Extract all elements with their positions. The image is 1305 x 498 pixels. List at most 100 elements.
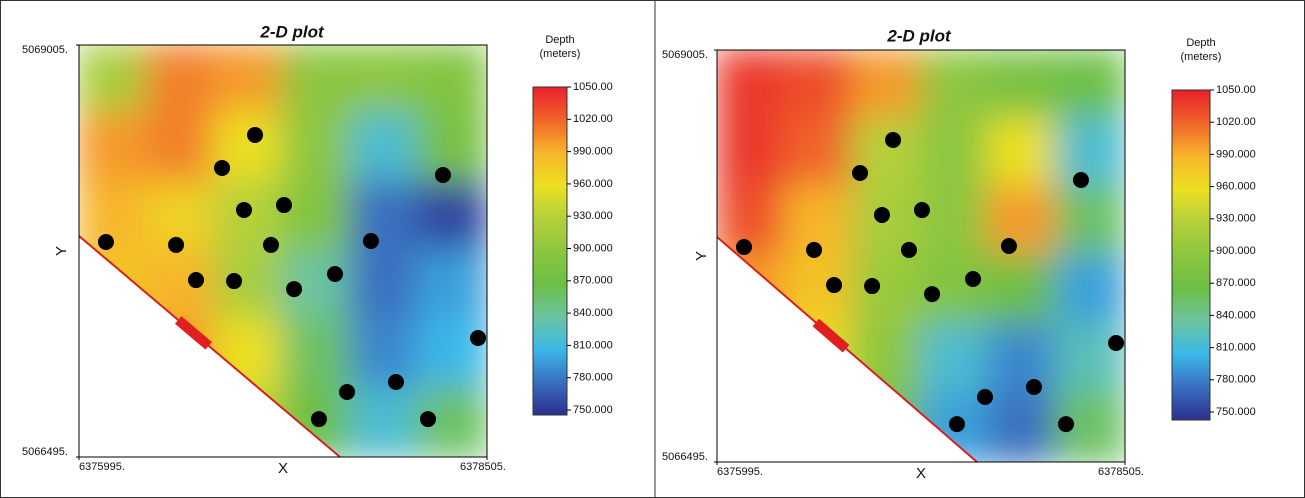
colorbar-tick-label: 1050.00 [1216, 84, 1256, 96]
field-cell [349, 180, 421, 253]
field-cell [79, 45, 149, 116]
well [214, 159, 231, 176]
field-cell [145, 45, 217, 116]
well [247, 126, 264, 143]
colorbar-title: (meters) [540, 48, 581, 60]
well [735, 238, 752, 255]
colorbar-title: Depth [545, 34, 574, 46]
plot-frame [78, 44, 488, 458]
field-cell [79, 180, 149, 253]
field-cell [1055, 322, 1125, 396]
field-cell [987, 254, 1059, 327]
field-cell [1055, 254, 1125, 327]
chart-title: 2-D plot [259, 22, 325, 41]
well [948, 416, 965, 433]
boundary-marker [174, 316, 212, 350]
x-tick-label: 6375995. [717, 466, 763, 478]
y-tick-label: 5069005. [22, 44, 68, 56]
field-cell [281, 111, 353, 185]
well [873, 206, 890, 223]
well [262, 236, 279, 253]
well [188, 272, 205, 289]
colorbar-tick-label: 840.000 [1216, 309, 1256, 321]
colorbar-tick-label: 750.000 [1216, 406, 1256, 418]
colorbar-tick-label: 960.000 [573, 178, 613, 190]
colorbar-tick-label: 870.000 [1216, 277, 1256, 289]
well [226, 273, 243, 290]
field-cell [1055, 185, 1125, 258]
colorbar-tick-label: 810.000 [1216, 342, 1256, 354]
well [470, 329, 487, 346]
y-tick-label: 5066495. [662, 451, 708, 463]
boundary [716, 236, 978, 463]
field-cell [349, 249, 421, 322]
colorbar-tick-label: 1020.00 [573, 113, 613, 125]
well [913, 202, 930, 219]
well [362, 232, 379, 249]
field-cell [281, 317, 353, 391]
x-tick-label: 6378505. [460, 461, 506, 473]
field-cell [417, 180, 487, 253]
field-cell [417, 317, 487, 391]
colorbar-tick-label: 930.000 [573, 210, 613, 222]
field-cell [349, 45, 421, 116]
well [977, 388, 994, 405]
well [419, 411, 436, 428]
well [924, 286, 941, 303]
colorbar-tick-label: 750.000 [573, 404, 613, 416]
field-cell [987, 50, 1059, 121]
colorbar-tick-label: 900.000 [1216, 245, 1256, 257]
well [900, 241, 917, 258]
y-axis-title: Y [693, 251, 710, 261]
colorbar-tick-label: 990.000 [573, 146, 613, 158]
field-cell [213, 249, 285, 322]
field-cell [1055, 116, 1125, 190]
colorbar-tick-label: 780.000 [573, 372, 613, 384]
colorbar-tick-label: 900.000 [573, 242, 613, 254]
well [885, 131, 902, 148]
well [1072, 172, 1089, 189]
field-cell [919, 185, 991, 258]
boundary-marker [812, 318, 850, 353]
y-tick-label: 5066495. [22, 446, 68, 458]
well [965, 270, 982, 287]
field-cell [281, 180, 353, 253]
well [310, 411, 327, 428]
colorbar-title: Depth [1186, 37, 1215, 49]
y-axis-title: Y [53, 246, 70, 256]
colorbar [532, 86, 568, 416]
well [826, 277, 843, 294]
well [286, 281, 303, 298]
well [339, 383, 356, 400]
x-axis-title: X [278, 460, 288, 477]
well [806, 241, 823, 258]
field-cell [417, 111, 487, 185]
field-cell [987, 185, 1059, 258]
field-cell [919, 322, 991, 396]
field-cell [349, 111, 421, 185]
well [864, 278, 881, 295]
colorbar-tick-label: 1020.00 [1216, 116, 1256, 128]
field-cell [987, 116, 1059, 190]
well [327, 265, 344, 282]
well [1000, 237, 1017, 254]
colorbar-tick-label: 840.000 [573, 307, 613, 319]
field-cell [213, 45, 285, 116]
well [852, 164, 869, 181]
well [1057, 416, 1074, 433]
well [1108, 334, 1125, 351]
field-cell [349, 386, 421, 457]
colorbar-tick-label: 810.000 [573, 339, 613, 351]
colorbar-tick-label: 780.000 [1216, 374, 1256, 386]
field-cell [987, 322, 1059, 396]
field-cell [851, 50, 923, 121]
colorbar-title: (meters) [1181, 51, 1222, 63]
field-cell [717, 116, 787, 190]
field-cell [417, 45, 487, 116]
well [235, 201, 252, 218]
field-cell [783, 50, 855, 121]
well [387, 373, 404, 390]
colorbar-tick-label: 930.000 [1216, 213, 1256, 225]
field-cell [1055, 50, 1125, 121]
